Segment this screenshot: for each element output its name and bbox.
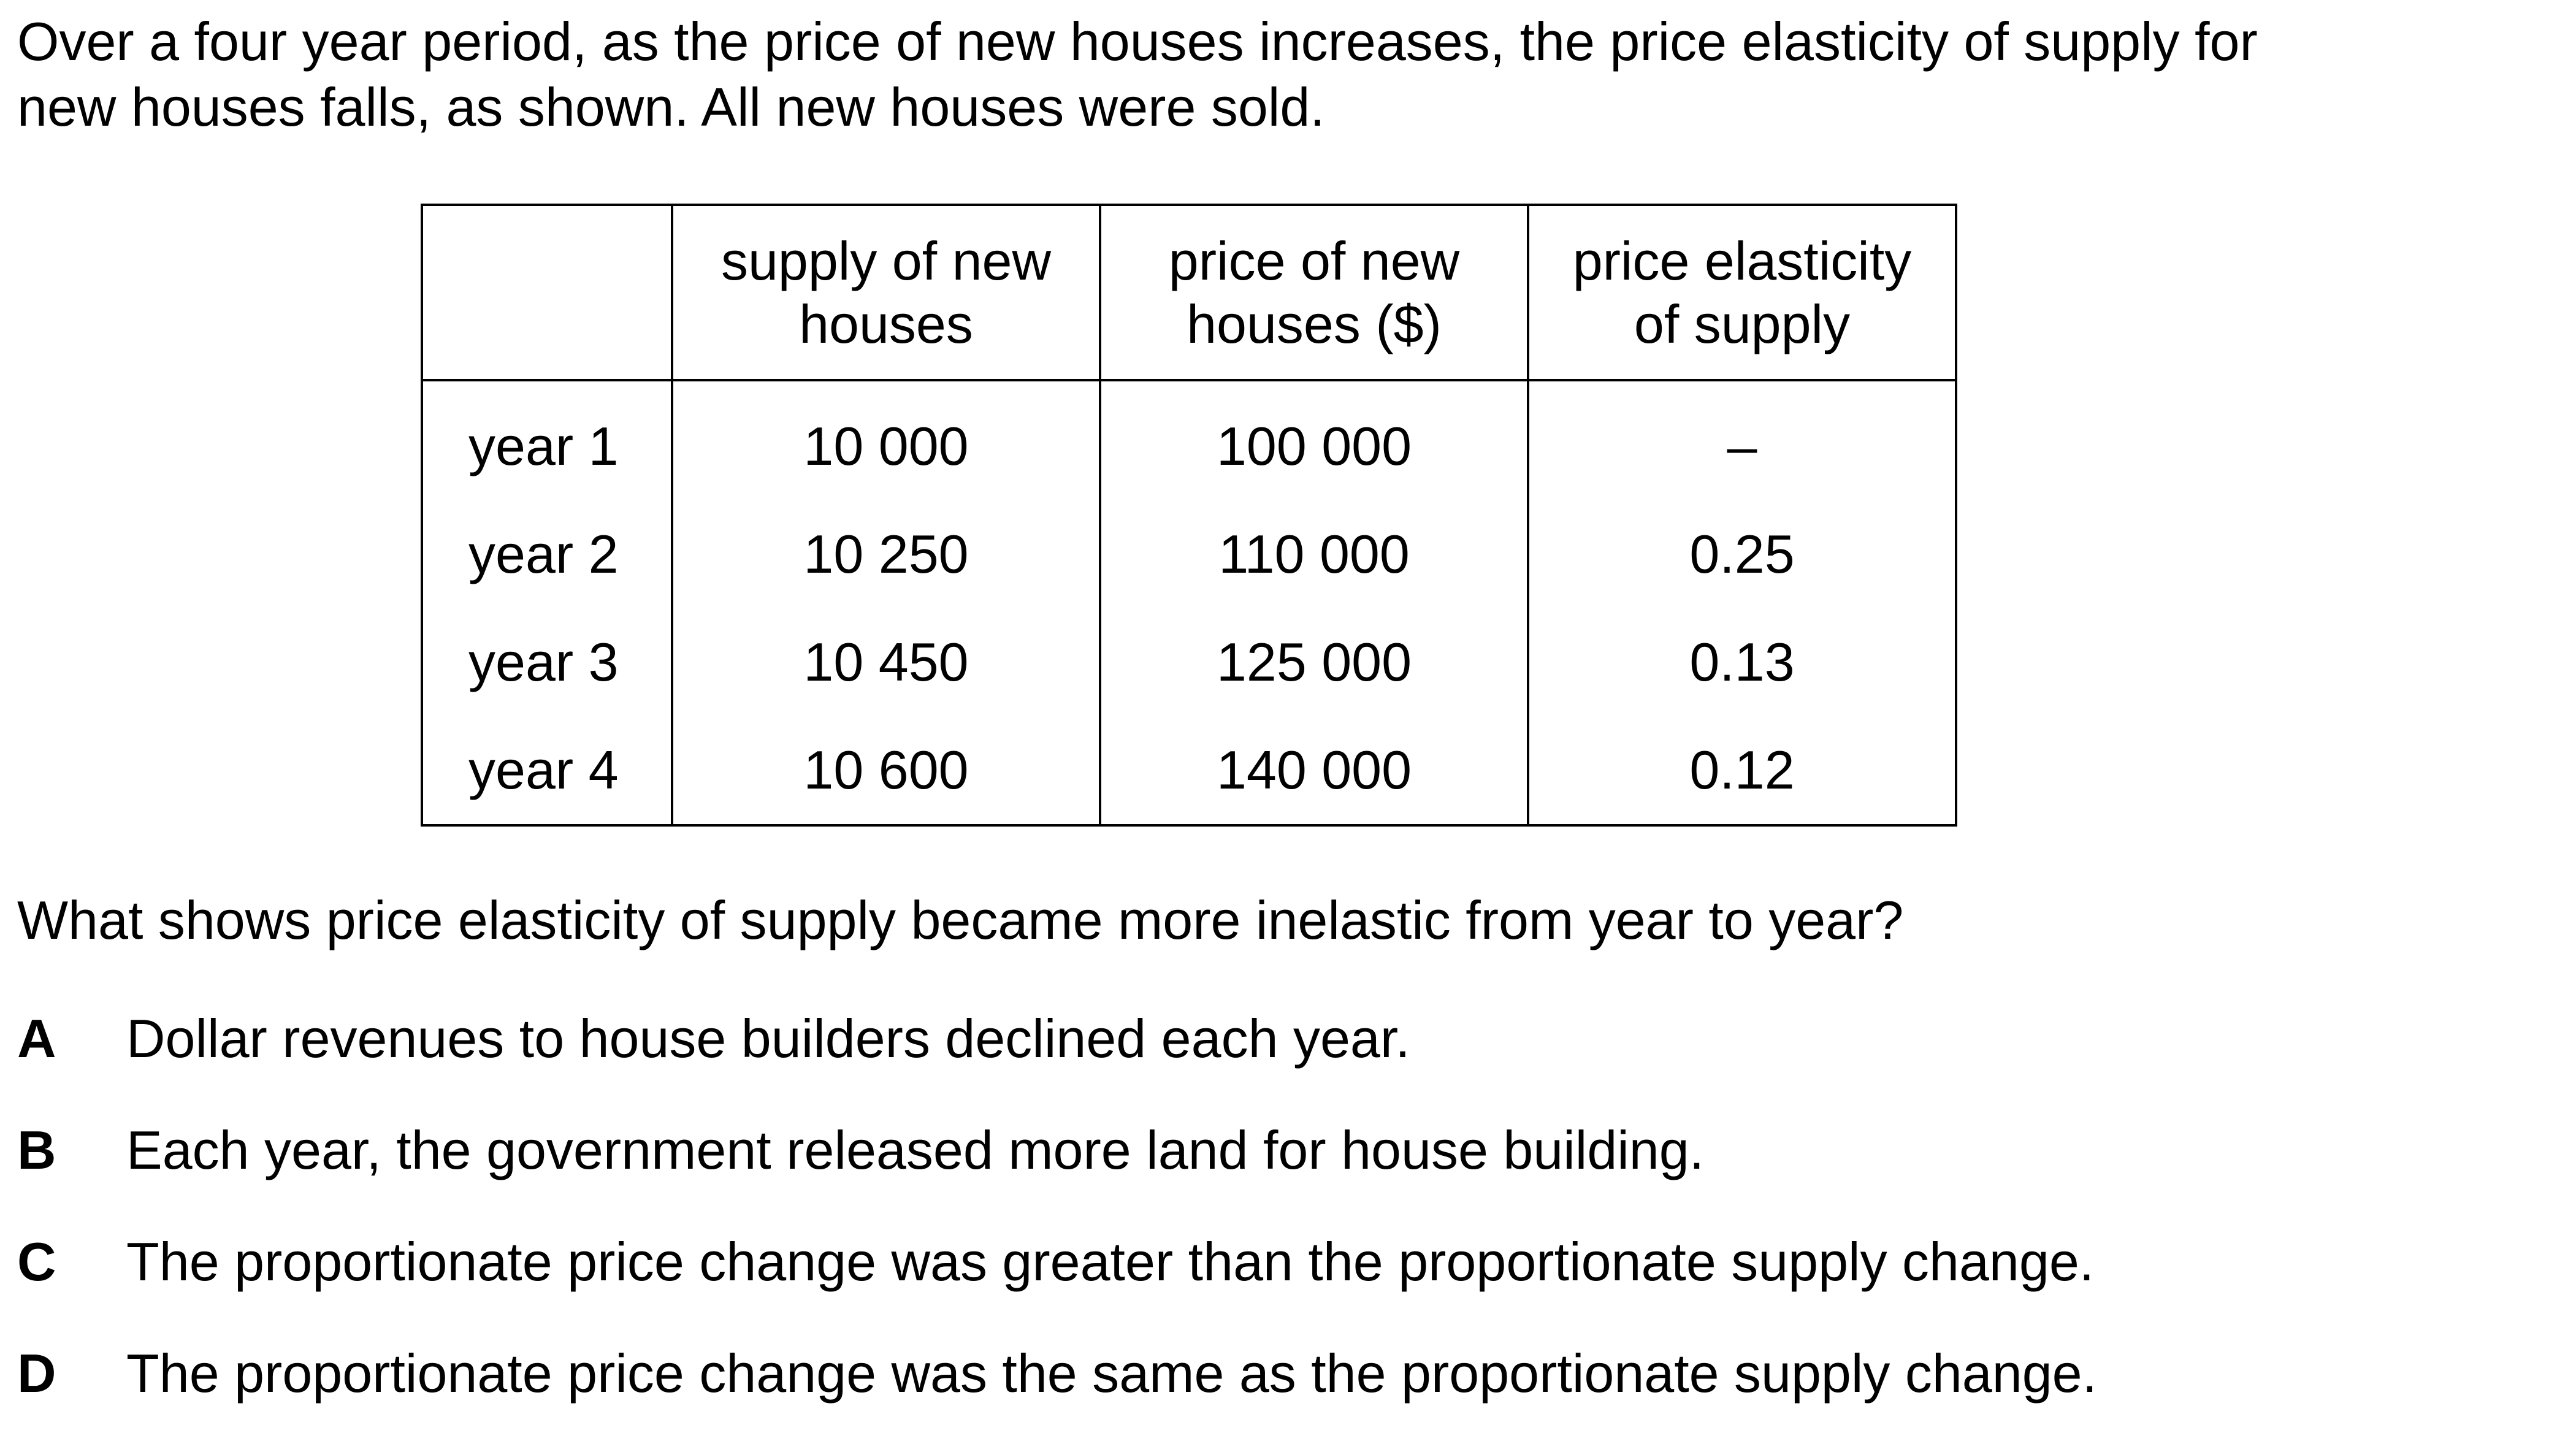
header-price-line-2: houses ($) — [1187, 293, 1442, 354]
year-cell: year 2 — [421, 500, 673, 608]
answer-options: A Dollar revenues to house builders decl… — [17, 1006, 2097, 1452]
option-text: Each year, the government released more … — [126, 1120, 1705, 1180]
header-elasticity-line-1: price elasticity — [1572, 230, 1912, 291]
elasticity-cell: 0.13 — [1527, 608, 1957, 716]
price-cell: 125 000 — [1099, 608, 1529, 716]
option-d[interactable]: D The proportionate price change was the… — [17, 1340, 2097, 1452]
question-text: What shows price elasticity of supply be… — [17, 890, 1904, 950]
intro-line-2: new houses falls, as shown. All new hous… — [17, 77, 1325, 137]
price-cell: 100 000 — [1099, 380, 1529, 500]
price-cell: 140 000 — [1099, 716, 1529, 827]
header-elasticity-line-2: of supply — [1634, 293, 1851, 354]
table-row: year 2 10 250 110 000 0.25 — [421, 500, 1957, 608]
intro-line-1: Over a four year period, as the price of… — [17, 11, 2258, 72]
supply-cell: 10 000 — [671, 380, 1101, 500]
elasticity-cell: 0.25 — [1527, 500, 1957, 608]
price-cell: 110 000 — [1099, 500, 1529, 608]
option-letter: C — [17, 1231, 56, 1292]
intro-paragraph: Over a four year period, as the price of… — [17, 9, 2562, 140]
option-letter: D — [17, 1343, 56, 1404]
table-row: year 1 10 000 100 000 – — [421, 380, 1957, 500]
elasticity-cell: 0.12 — [1527, 716, 1957, 827]
header-price-line-1: price of new — [1168, 230, 1460, 291]
option-c[interactable]: C The proportionate price change was gre… — [17, 1229, 2097, 1340]
header-price: price of new houses ($) — [1099, 204, 1529, 381]
option-letter: B — [17, 1120, 56, 1180]
header-elasticity: price elasticity of supply — [1527, 204, 1957, 381]
table-header-row: supply of new houses price of new houses… — [421, 204, 1957, 381]
option-text: Dollar revenues to house builders declin… — [126, 1008, 1410, 1069]
option-letter: A — [17, 1008, 56, 1069]
supply-cell: 10 600 — [671, 716, 1101, 827]
supply-cell: 10 450 — [671, 608, 1101, 716]
housing-data-table: supply of new houses price of new houses… — [421, 204, 1957, 827]
elasticity-cell: – — [1527, 380, 1957, 500]
table-row: year 3 10 450 125 000 0.13 — [421, 608, 1957, 716]
header-supply-line-2: houses — [799, 293, 973, 354]
year-cell: year 3 — [421, 608, 673, 716]
supply-cell: 10 250 — [671, 500, 1101, 608]
year-cell: year 1 — [421, 380, 673, 500]
table-row: year 4 10 600 140 000 0.12 — [421, 716, 1957, 827]
option-a[interactable]: A Dollar revenues to house builders decl… — [17, 1006, 2097, 1117]
option-text: The proportionate price change was great… — [126, 1231, 2095, 1292]
header-blank-cell — [421, 204, 673, 381]
header-supply-line-1: supply of new — [720, 230, 1052, 291]
header-supply: supply of new houses — [671, 204, 1101, 381]
option-text: The proportionate price change was the s… — [126, 1343, 2098, 1404]
option-b[interactable]: B Each year, the government released mor… — [17, 1117, 2097, 1229]
year-cell: year 4 — [421, 716, 673, 827]
